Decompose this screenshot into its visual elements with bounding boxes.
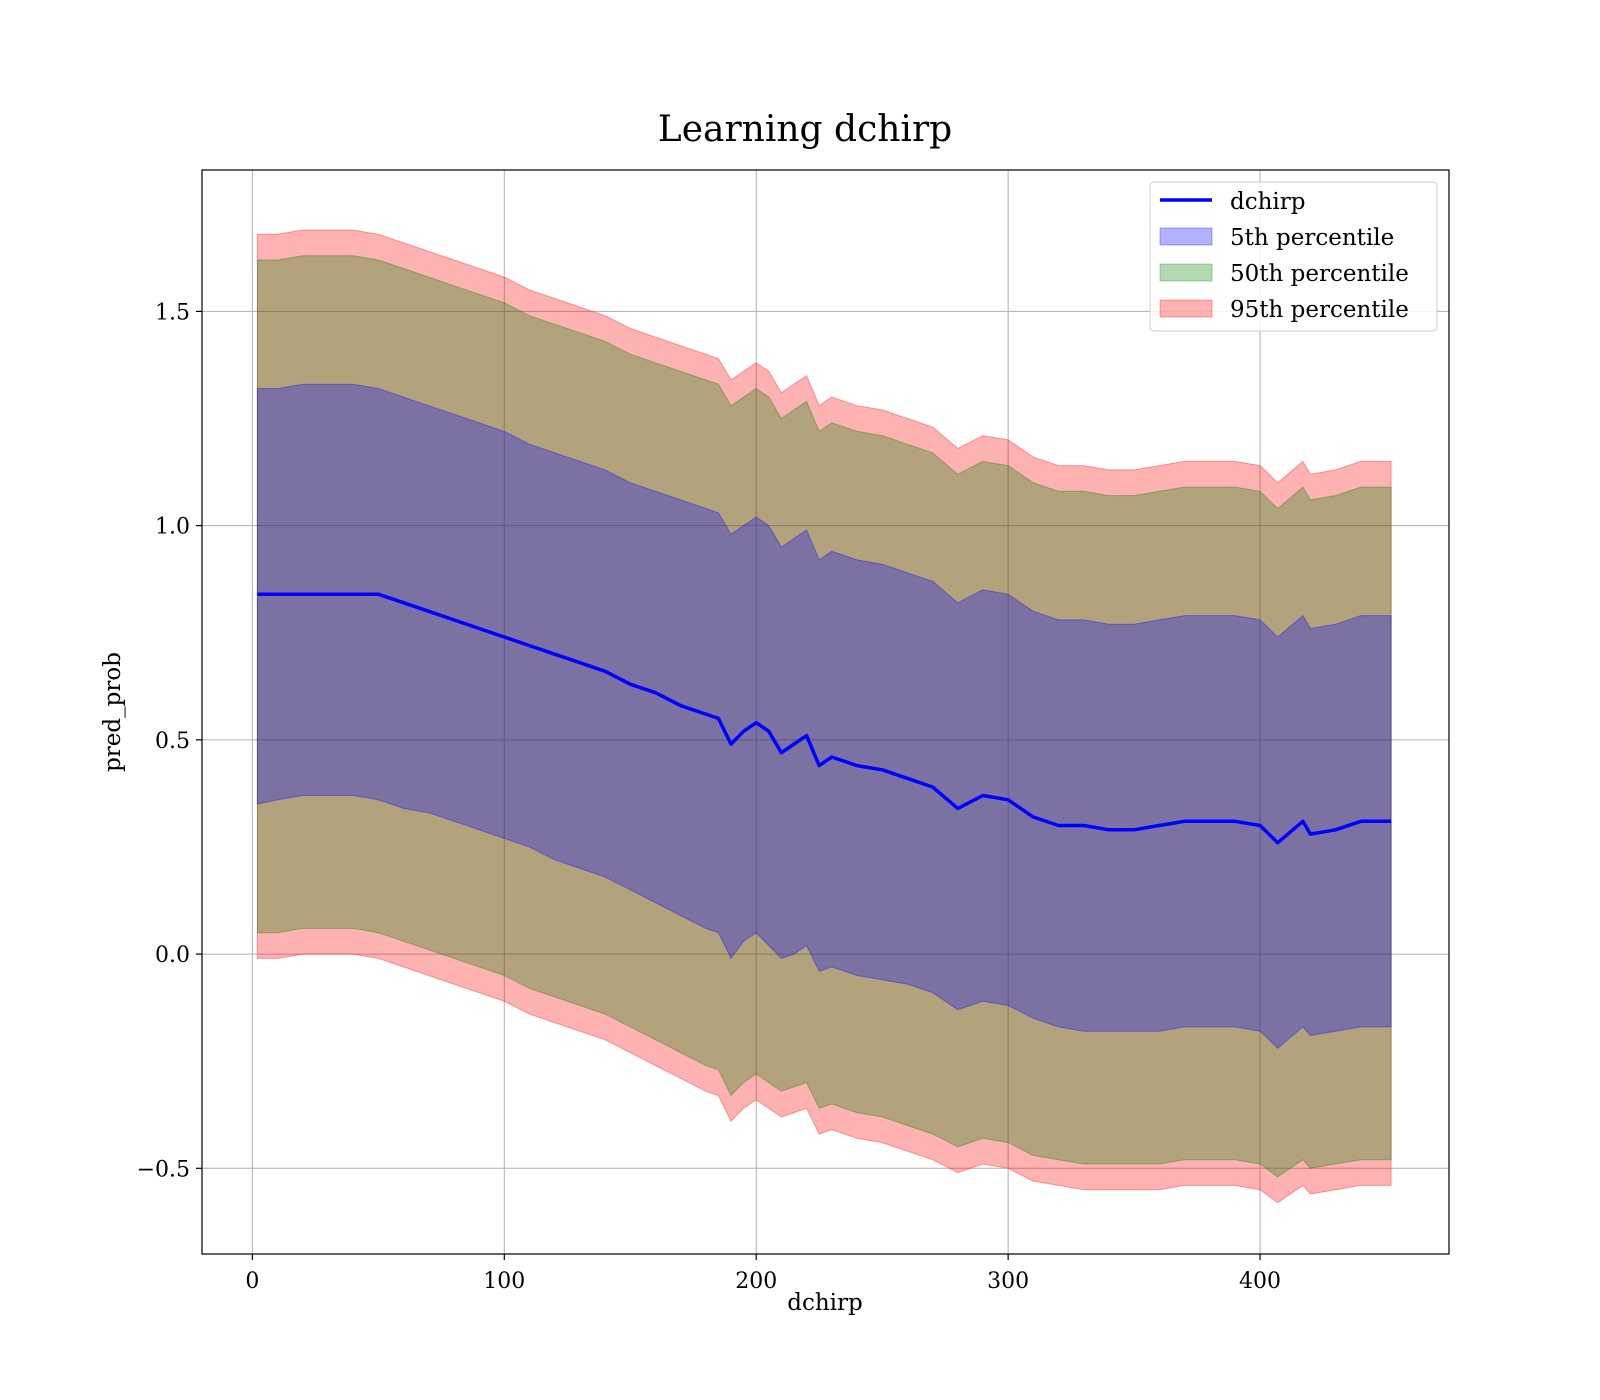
legend-swatch-5th xyxy=(1159,227,1213,246)
x-axis-label: dchirp xyxy=(787,1290,863,1316)
legend-label-50th: 50th percentile xyxy=(1230,261,1409,287)
x-tick-label: 200 xyxy=(735,1269,777,1294)
y-ticks: −0.5 0.0 0.5 1.0 1.5 xyxy=(137,300,202,1182)
band-5th xyxy=(256,383,1392,1049)
x-ticks: 0 100 200 300 400 xyxy=(245,1254,1281,1294)
line-layer xyxy=(257,592,1392,845)
legend-label-5th: 5th percentile xyxy=(1230,225,1394,251)
legend-frame xyxy=(1149,181,1438,332)
y-tick-label: 0.0 xyxy=(155,943,190,968)
chart-title: Learning dchirp xyxy=(658,109,952,150)
x-tick-label: 0 xyxy=(245,1269,259,1294)
legend-label-95th: 95th percentile xyxy=(1230,297,1409,323)
band-50th xyxy=(256,255,1392,1178)
band-95th xyxy=(256,229,1392,1204)
legend: dchirp 5th percentile 50th percentile 95… xyxy=(1149,181,1438,332)
plot-frame xyxy=(201,169,1450,1255)
y-tick-label: 0.5 xyxy=(155,729,190,754)
y-axis-label: pred_prob xyxy=(100,652,126,772)
legend-label-line: dchirp xyxy=(1230,189,1306,215)
x-tick-label: 100 xyxy=(483,1269,525,1294)
legend-swatch-50th xyxy=(1159,263,1213,282)
x-tick-label: 300 xyxy=(987,1269,1029,1294)
x-tick-label: 400 xyxy=(1239,1269,1281,1294)
y-tick-label: 1.0 xyxy=(155,515,190,540)
series-line-dchirp xyxy=(257,592,1392,845)
y-tick-label: 1.5 xyxy=(155,300,190,325)
y-tick-label: −0.5 xyxy=(137,1157,190,1182)
legend-swatch-95th xyxy=(1159,299,1213,318)
percentile-bands xyxy=(256,229,1392,1204)
